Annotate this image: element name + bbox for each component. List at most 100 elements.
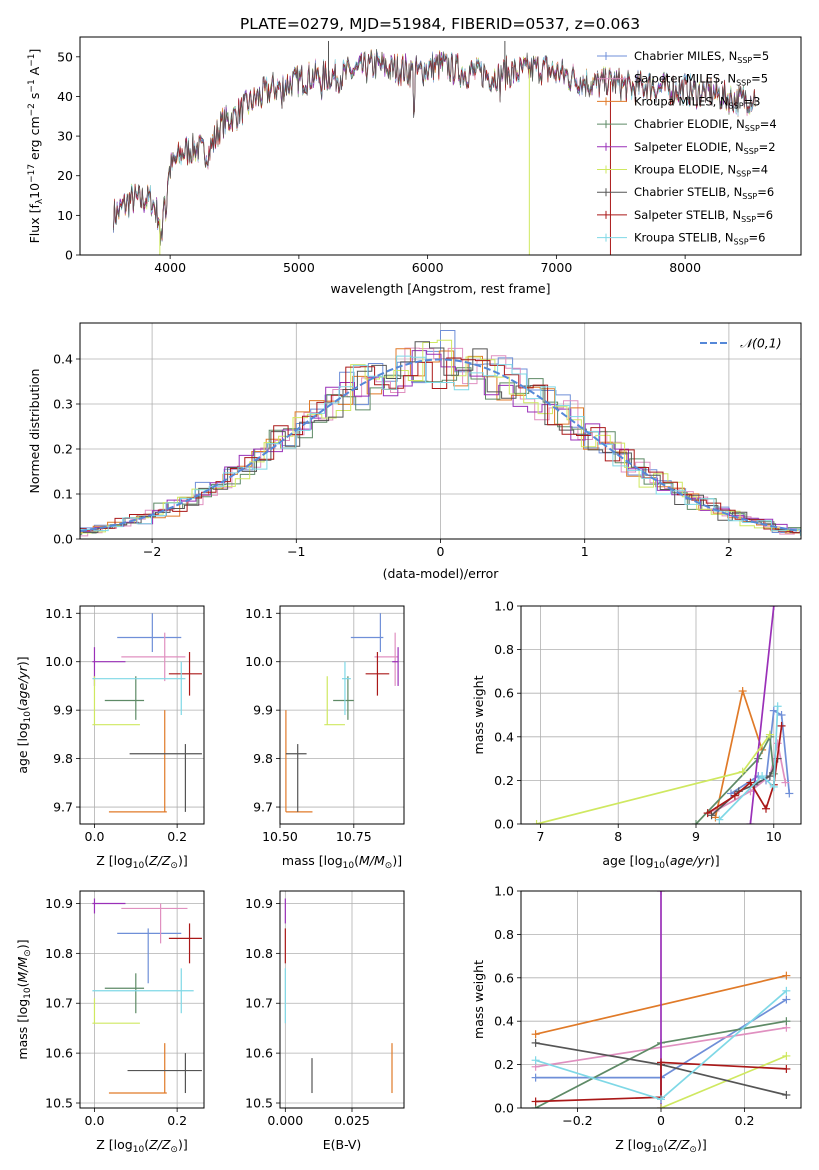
label-part: age [log	[602, 853, 653, 868]
legend-label-main: Chabrier MILES, N	[634, 49, 737, 63]
y-axis-label: mass weight	[471, 960, 486, 1039]
label-part: M/M	[15, 956, 30, 982]
weight-line-kroupa_stelib	[718, 706, 779, 821]
y-tick-label: 0.3	[53, 397, 73, 412]
legend-label: Chabrier MILES, NSSP=5	[634, 49, 769, 65]
x-tick-label: 0.2	[167, 829, 187, 844]
y-tick-label: 10.9	[45, 896, 73, 911]
label-part: age/yr	[15, 665, 30, 706]
legend-label-suffix: =3	[744, 94, 761, 108]
label-part: Z [log	[615, 1137, 651, 1152]
y-tick-label: 10.5	[45, 1096, 73, 1111]
panel-mass_vs_Z: 0.0 0.210.510.610.710.810.9Z [log10(Z/Z⊙)…	[15, 890, 205, 1155]
legend-label-sub: SSP	[734, 238, 749, 247]
y-tick-label: 0.8	[494, 927, 514, 942]
label-part: 10	[133, 861, 145, 871]
legend-label-sub: SSP	[744, 147, 759, 156]
x-tick-label: −1	[287, 544, 305, 559]
y-tick-label: 9.9	[253, 703, 273, 718]
y-tick-label: 10.0	[245, 654, 273, 669]
legend-label-suffix: =6	[756, 208, 773, 222]
y-tick-label: 9.9	[53, 703, 73, 718]
y-tick-label: 9.8	[253, 751, 273, 766]
axes-frame: 0.000 0.025 10.5 10.6 10.7 10.8 10.9 E(B-V)	[245, 890, 405, 1152]
y-tick-label: 10.6	[45, 1046, 73, 1061]
legend-label-sub: SSP	[737, 56, 752, 65]
axes-frame: −2 −1 0 1 2 0.0 0.1 0.2 0.3 0.4 𝒩(0,1) (data-model)…	[27, 322, 802, 581]
y-tick-label: 10.9	[245, 896, 273, 911]
label-part: age/yr	[670, 853, 711, 868]
y-tick-label: 10	[57, 208, 73, 223]
y-tick-label: 0.4	[494, 729, 514, 744]
label-part: −2	[27, 103, 37, 116]
y-tick-label: 9.8	[53, 751, 73, 766]
x-tick-label: 0	[657, 1113, 665, 1128]
y-axis-label: age [log10(age/yr)]	[15, 656, 33, 773]
label-part: mass [log	[282, 853, 343, 868]
label-part: 10	[23, 711, 33, 723]
x-axis-label: Z [log10(Z/Z⊙)]	[96, 853, 187, 871]
legend-label-suffix: =5	[751, 72, 768, 86]
label-part: λ	[35, 198, 45, 204]
label-part: A	[27, 66, 42, 79]
panel-mass_vs_ebv: 0.000 0.025 10.5 10.6 10.7 10.8 10.9 E(B-V)	[245, 890, 405, 1152]
legend-label-main: Salpeter STELIB, N	[634, 208, 741, 222]
x-tick-label: 7	[536, 829, 544, 844]
legend-label-main: Chabrier ELODIE, N	[634, 117, 745, 131]
label-part: Z/Z	[667, 1137, 690, 1152]
axes-spine	[279, 890, 405, 1109]
legend-label-main: Salpeter ELODIE, N	[634, 140, 744, 154]
histogram-kroupa_miles	[80, 348, 801, 534]
histogram-salpeter_elodie	[80, 350, 801, 536]
y-tick-label: 9.7	[53, 800, 73, 815]
legend-label: Salpeter ELODIE, NSSP=2	[634, 140, 776, 156]
x-tick-label: 9	[692, 829, 700, 844]
y-tick-label: 0.1	[53, 487, 73, 502]
label-part: (	[15, 706, 30, 711]
label-part: ⊙	[170, 861, 178, 871]
label-part: (	[665, 853, 670, 868]
y-axis-label: mass [log10(M/M⊙)]	[15, 939, 33, 1059]
x-tick-label: 0.0	[85, 1113, 105, 1128]
legend-label: Chabrier STELIB, NSSP=6	[634, 185, 774, 201]
legend-label-main: Chabrier STELIB, N	[634, 185, 742, 199]
x-tick-label: 0.2	[735, 1113, 755, 1128]
panel-spectrum: 4000 5000 6000 7000 8000 0 10 20 30 40 50 Chabrier …	[27, 36, 802, 296]
label-part: Z/Z	[148, 853, 171, 868]
y-tick-label: 10.1	[245, 606, 273, 621]
legend-label: Kroupa ELODIE, NSSP=4	[634, 163, 768, 179]
x-axis-label: (data-model)/error	[383, 566, 500, 581]
legend-label: 𝒩(0,1)	[740, 336, 782, 351]
axes-spine	[79, 605, 205, 825]
x-tick-label: 7000	[540, 260, 572, 275]
x-tick-label: −2	[143, 544, 161, 559]
legend-label: Salpeter MILES, NSSP=5	[634, 72, 768, 88]
label-part: Z [log	[96, 1137, 132, 1152]
y-tick-label: 0.4	[494, 1014, 514, 1029]
x-tick-label: 10.75	[336, 829, 372, 844]
label-part: ⊙	[170, 1145, 178, 1155]
x-tick-label: 0	[437, 544, 445, 559]
label-part: )]	[697, 1137, 707, 1152]
y-tick-label: 1.0	[494, 884, 514, 899]
label-part: −1	[27, 79, 37, 92]
legend-label: Salpeter STELIB, NSSP=6	[634, 208, 773, 224]
label-part: Flux [f	[27, 204, 42, 244]
y-tick-label: 10.5	[245, 1096, 273, 1111]
label-part: s	[27, 93, 42, 104]
y-tick-label: 0	[65, 248, 73, 263]
legend-label-sub: SSP	[742, 192, 757, 201]
y-axis-label: Normed distribution	[27, 369, 42, 494]
legend-label-suffix: =2	[759, 140, 776, 154]
label-part: Z/Z	[148, 1137, 171, 1152]
y-tick-label: 40	[57, 89, 73, 104]
x-tick-label: 8	[614, 829, 622, 844]
axes-spine	[520, 605, 802, 825]
y-tick-label: 10.7	[45, 996, 73, 1011]
label-part: 10	[652, 1145, 664, 1155]
label-part: ⊙	[23, 949, 33, 957]
axes-spine	[79, 890, 205, 1109]
label-part: (	[144, 853, 149, 868]
